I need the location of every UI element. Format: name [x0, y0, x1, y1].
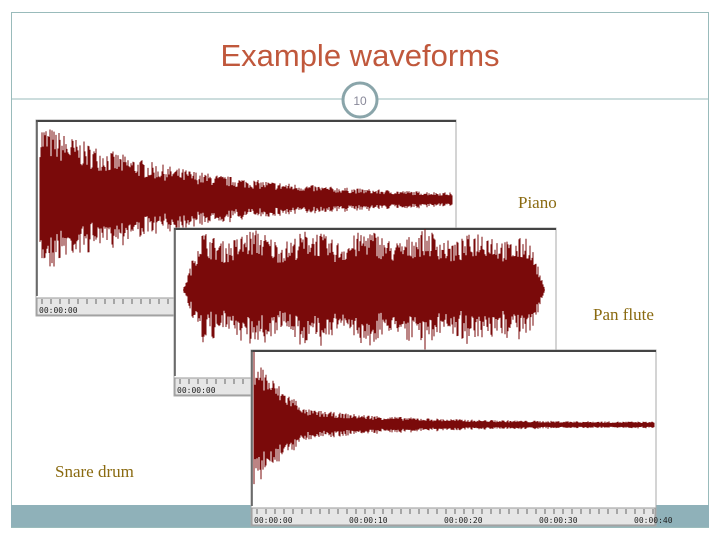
- window-bg: [250, 349, 657, 527]
- waveform-windows: 00:00:00 00:00:00 00:00:00 00:00:10 00:00:20…: [35, 119, 673, 527]
- page-badge: [341, 81, 379, 119]
- waveform: [39, 129, 453, 267]
- timeline-label: 00:00:30: [539, 516, 578, 525]
- slide-title: Example waveforms: [220, 38, 499, 73]
- waveform: [183, 229, 545, 351]
- waveform-label: Snare drum: [55, 462, 134, 481]
- timeline-label: 00:00:10: [349, 516, 388, 525]
- waveform-label: Pan flute: [593, 305, 654, 324]
- timeline-label: 00:00:20: [444, 516, 483, 525]
- timeline-label: 00:00:00: [254, 516, 293, 525]
- waveform-window: 00:00:00 00:00:10 00:00:20 00:00:30 00:00:40: [250, 349, 673, 527]
- page-number: 10: [353, 94, 367, 108]
- timeline-label: 00:00:40: [634, 516, 673, 525]
- waveform-label: Piano: [518, 193, 557, 212]
- waveform: [253, 351, 655, 485]
- timeline-label: 00:00:00: [177, 386, 216, 395]
- timeline-label: 00:00:00: [39, 306, 78, 315]
